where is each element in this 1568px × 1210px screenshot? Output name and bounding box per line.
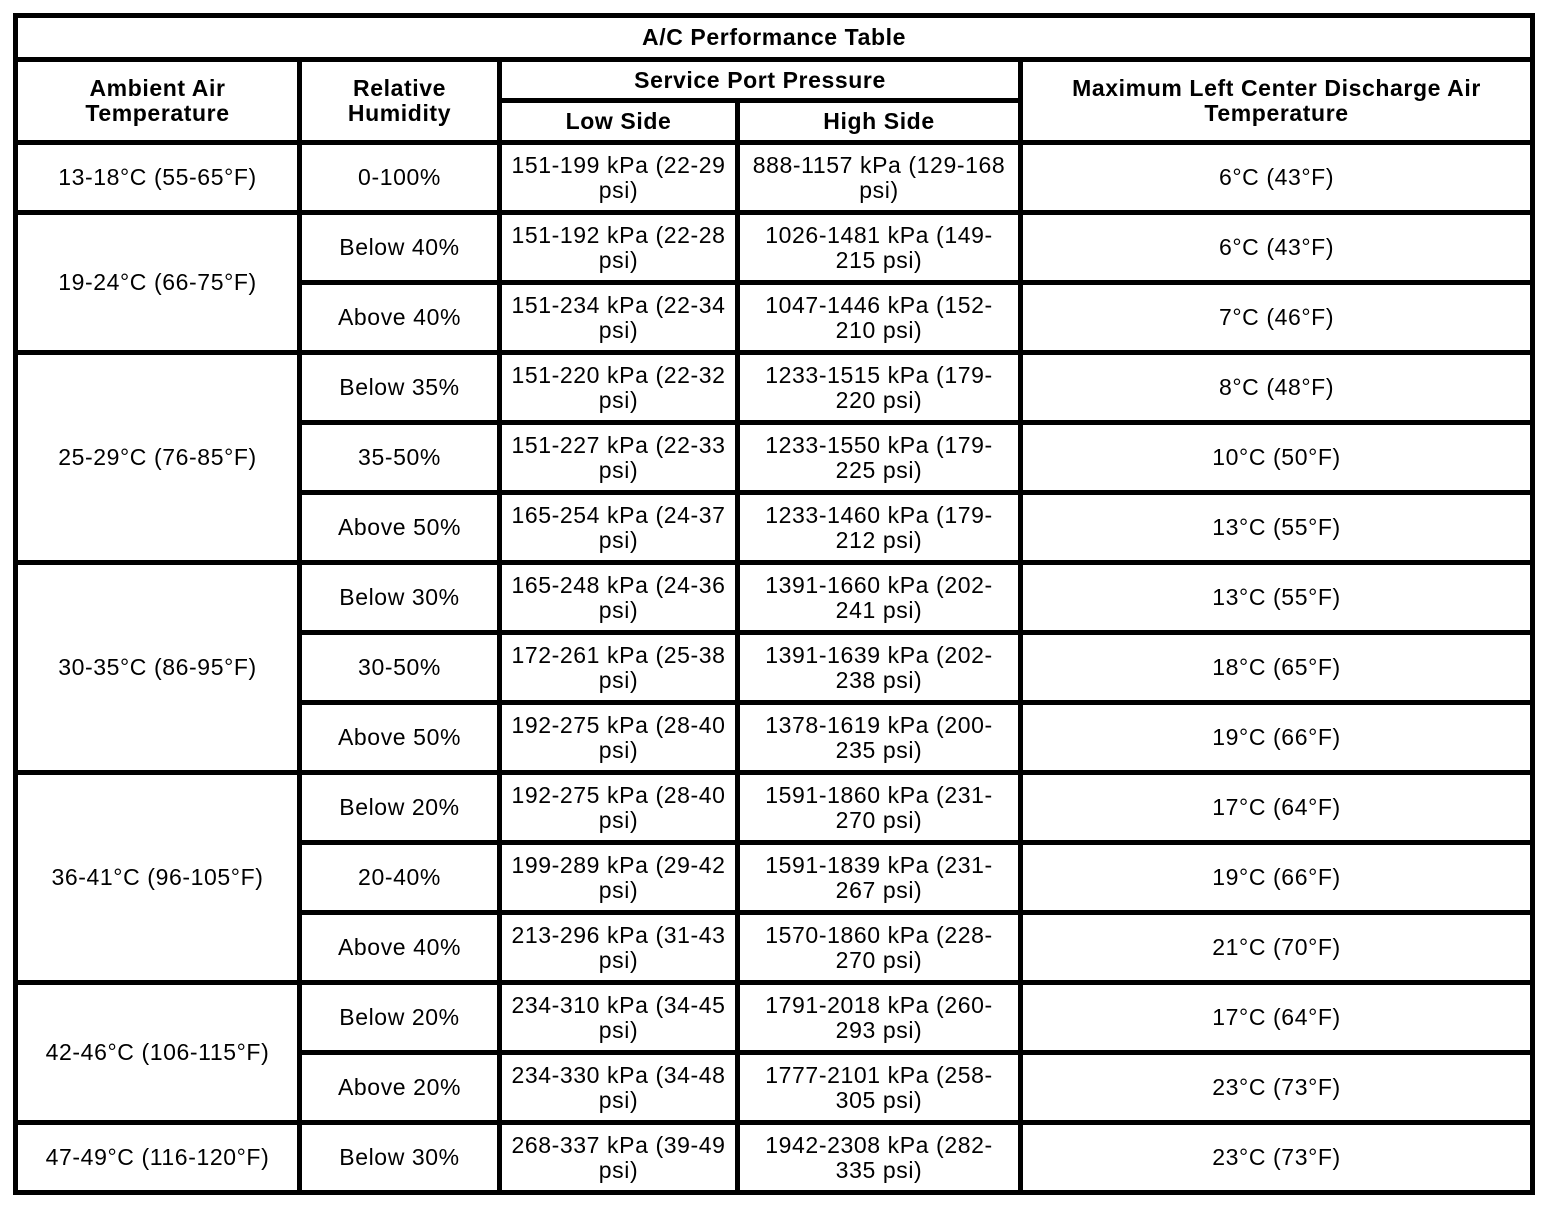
- low-side-cell: 151-227 kPa (22-33 psi): [497, 420, 740, 495]
- table-row: 13-18°C (55-65°F) 0-100% 151-199 kPa (22…: [13, 140, 1536, 215]
- humidity-cell: Below 20%: [297, 770, 502, 845]
- table-row: 42-46°C (106-115°F) Below 20% 234-310 kP…: [13, 980, 1536, 1125]
- table-row: Above 40% 151-234 kPa (22-34 psi) 1047-1…: [16, 280, 1536, 355]
- humidity-cell: Below 20%: [297, 980, 502, 1055]
- high-side-cell: 1777-2101 kPa (258-305 psi): [735, 1050, 1023, 1125]
- discharge-cell: 19°C (66°F): [1017, 700, 1536, 775]
- discharge-cell: 8°C (48°F): [1017, 350, 1536, 425]
- discharge-cell: 13°C (55°F): [1017, 560, 1536, 635]
- high-side-cell: 1570-1860 kPa (228-270 psi): [735, 910, 1023, 985]
- ambient-cell: 47-49°C (116-120°F): [13, 1120, 302, 1195]
- high-side-cell: 1591-1839 kPa (231-267 psi): [735, 840, 1023, 915]
- high-side-cell: 1233-1460 kPa (179-212 psi): [735, 490, 1023, 565]
- table-title-row: A/C Performance Table: [12, 13, 1536, 62]
- low-side-cell: 199-289 kPa (29-42 psi): [497, 840, 740, 915]
- humidity-cell: Below 30%: [297, 1120, 502, 1195]
- table-row: 36-41°C (96-105°F) Below 20% 192-275 kPa…: [13, 770, 1536, 985]
- high-side-cell: 1233-1550 kPa (179-225 psi): [735, 420, 1023, 495]
- header-row-sub: Low Side High Side: [16, 98, 1533, 145]
- discharge-cell: 23°C (73°F): [1017, 1050, 1536, 1125]
- low-side-cell: 151-192 kPa (22-28 psi): [497, 210, 740, 285]
- low-side-cell: 192-275 kPa (28-40 psi): [497, 770, 740, 845]
- ambient-cell: 30-35°C (86-95°F): [13, 560, 302, 775]
- ambient-cell: 25-29°C (76-85°F): [13, 350, 302, 565]
- high-side-cell: 888-1157 kPa (129-168 psi): [735, 140, 1023, 215]
- table-row: Above 50% 192-275 kPa (28-40 psi) 1378-1…: [16, 700, 1536, 775]
- high-side-cell: 1026-1481 kPa (149-215 psi): [735, 210, 1023, 285]
- humidity-cell: Above 20%: [297, 1050, 502, 1125]
- ambient-cell: 19-24°C (66-75°F): [13, 210, 302, 355]
- col-header-ambient-air-temperature: Ambient Air Temperature: [13, 57, 302, 145]
- ambient-cell: 13-18°C (55-65°F): [13, 140, 302, 215]
- discharge-cell: 6°C (43°F): [1017, 210, 1536, 285]
- table-row: 30-35°C (86-95°F) Below 30% 165-248 kPa …: [13, 560, 1536, 775]
- table-row: Above 40% 213-296 kPa (31-43 psi) 1570-1…: [16, 910, 1536, 985]
- low-side-cell: 192-275 kPa (28-40 psi): [497, 700, 740, 775]
- table-title: A/C Performance Table: [12, 13, 1536, 62]
- ac-performance-table: A/C Performance Table Ambient Air Temper…: [12, 13, 1536, 1195]
- low-side-cell: 172-261 kPa (25-38 psi): [497, 630, 740, 705]
- header-row-top: Ambient Air Temperature Relative Humidit…: [13, 57, 1536, 145]
- discharge-cell: 19°C (66°F): [1017, 840, 1536, 915]
- col-header-relative-humidity: Relative Humidity: [297, 57, 502, 145]
- discharge-cell: 6°C (43°F): [1017, 140, 1536, 215]
- table-row: 35-50% 151-227 kPa (22-33 psi) 1233-1550…: [16, 420, 1536, 495]
- discharge-cell: 17°C (64°F): [1017, 770, 1536, 845]
- discharge-cell: 21°C (70°F): [1017, 910, 1536, 985]
- humidity-cell: 0-100%: [297, 140, 502, 215]
- ambient-cell: 42-46°C (106-115°F): [13, 980, 302, 1125]
- humidity-cell: 35-50%: [297, 420, 502, 495]
- humidity-cell: 20-40%: [297, 840, 502, 915]
- high-side-cell: 1391-1639 kPa (202-238 psi): [735, 630, 1023, 705]
- table-row: 25-29°C (76-85°F) Below 35% 151-220 kPa …: [13, 350, 1536, 565]
- table-row: Above 20% 234-330 kPa (34-48 psi) 1777-2…: [16, 1050, 1536, 1125]
- table-row: 30-50% 172-261 kPa (25-38 psi) 1391-1639…: [16, 630, 1536, 705]
- low-side-cell: 151-220 kPa (22-32 psi): [497, 350, 740, 425]
- col-header-high-side: High Side: [735, 98, 1023, 145]
- low-side-cell: 165-254 kPa (24-37 psi): [497, 490, 740, 565]
- discharge-cell: 17°C (64°F): [1017, 980, 1536, 1055]
- low-side-cell: 151-234 kPa (22-34 psi): [497, 280, 740, 355]
- table-row: 47-49°C (116-120°F) Below 30% 268-337 kP…: [13, 1120, 1536, 1195]
- table-row: Above 50% 165-254 kPa (24-37 psi) 1233-1…: [16, 490, 1536, 565]
- high-side-cell: 1942-2308 kPa (282-335 psi): [735, 1120, 1023, 1195]
- humidity-cell: Above 40%: [297, 910, 502, 985]
- humidity-cell: 30-50%: [297, 630, 502, 705]
- low-side-cell: 213-296 kPa (31-43 psi): [497, 910, 740, 985]
- high-side-cell: 1391-1660 kPa (202-241 psi): [735, 560, 1023, 635]
- humidity-cell: Above 50%: [297, 700, 502, 775]
- ambient-cell: 36-41°C (96-105°F): [13, 770, 302, 985]
- discharge-cell: 23°C (73°F): [1017, 1120, 1536, 1195]
- humidity-cell: Below 30%: [297, 560, 502, 635]
- table-row: 19-24°C (66-75°F) Below 40% 151-192 kPa …: [13, 210, 1536, 355]
- discharge-cell: 7°C (46°F): [1017, 280, 1536, 355]
- discharge-cell: 10°C (50°F): [1017, 420, 1536, 495]
- high-side-cell: 1233-1515 kPa (179-220 psi): [735, 350, 1023, 425]
- col-header-max-discharge-temperature: Maximum Left Center Discharge Air Temper…: [1017, 57, 1536, 145]
- low-side-cell: 151-199 kPa (22-29 psi): [497, 140, 740, 215]
- humidity-cell: Above 50%: [297, 490, 502, 565]
- low-side-cell: 165-248 kPa (24-36 psi): [497, 560, 740, 635]
- humidity-cell: Below 40%: [297, 210, 502, 285]
- high-side-cell: 1591-1860 kPa (231-270 psi): [735, 770, 1023, 845]
- col-header-low-side: Low Side: [497, 98, 740, 145]
- col-header-service-port-pressure: Service Port Pressure: [497, 57, 1023, 103]
- high-side-cell: 1791-2018 kPa (260-293 psi): [735, 980, 1023, 1055]
- high-side-cell: 1047-1446 kPa (152-210 psi): [735, 280, 1023, 355]
- low-side-cell: 268-337 kPa (39-49 psi): [497, 1120, 740, 1195]
- discharge-cell: 13°C (55°F): [1017, 490, 1536, 565]
- humidity-cell: Below 35%: [297, 350, 502, 425]
- table-row: 20-40% 199-289 kPa (29-42 psi) 1591-1839…: [16, 840, 1536, 915]
- discharge-cell: 18°C (65°F): [1017, 630, 1536, 705]
- high-side-cell: 1378-1619 kPa (200-235 psi): [735, 700, 1023, 775]
- low-side-cell: 234-310 kPa (34-45 psi): [497, 980, 740, 1055]
- humidity-cell: Above 40%: [297, 280, 502, 355]
- low-side-cell: 234-330 kPa (34-48 psi): [497, 1050, 740, 1125]
